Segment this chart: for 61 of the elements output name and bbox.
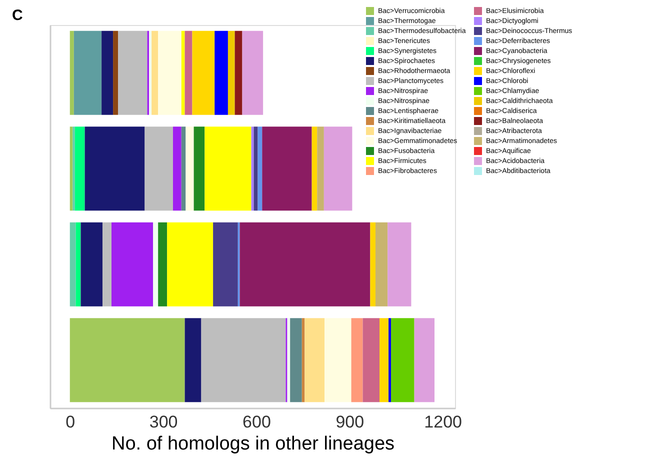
bar [80,222,102,306]
bar [70,318,185,402]
bar [194,126,205,211]
bar [204,126,252,211]
bar [213,222,238,306]
bar [258,126,262,211]
bar [74,126,85,211]
bar [149,30,152,115]
text: C [12,7,23,24]
bar [370,222,376,306]
x-tick-label: 600 [242,412,271,432]
bar [262,126,312,211]
bar [192,30,215,115]
bar [186,126,194,211]
bar [242,30,264,115]
bar [375,222,388,306]
bar [214,30,228,115]
bar [118,30,148,115]
bar [181,30,185,115]
bar [351,318,363,402]
bar [152,30,158,115]
bar [228,30,235,115]
bar [70,222,76,306]
bar [201,318,286,402]
bar [362,318,380,402]
x-tick-label: 0 [66,412,76,432]
bar [144,126,173,211]
bar [184,30,192,115]
bar [312,126,318,211]
bar [317,126,324,211]
bar [391,318,414,402]
bar [254,126,258,211]
bar [74,30,102,115]
bar [181,126,186,211]
bar [111,222,154,306]
bar [240,222,370,306]
bar [167,222,214,306]
x-tick-label: 900 [336,412,364,432]
bar [102,30,114,115]
bar [158,30,182,115]
bar [184,318,202,402]
bar [290,318,302,402]
bar [380,318,389,402]
bar [76,222,81,306]
bar [70,30,74,115]
bar [414,318,434,402]
bar [102,222,112,306]
x-tick-label: 300 [149,412,178,432]
bar [234,30,242,115]
x-tick-label: 1200 [424,412,462,432]
bar [172,126,182,211]
bar [153,222,158,306]
bar [113,30,118,115]
bar [388,222,412,306]
bar [84,126,145,211]
bar [324,126,352,211]
bar [158,222,168,306]
bar [388,318,392,402]
bar [304,318,325,402]
bar [324,318,352,402]
x-axis-title: No. of homologs in other lineages [111,434,395,454]
